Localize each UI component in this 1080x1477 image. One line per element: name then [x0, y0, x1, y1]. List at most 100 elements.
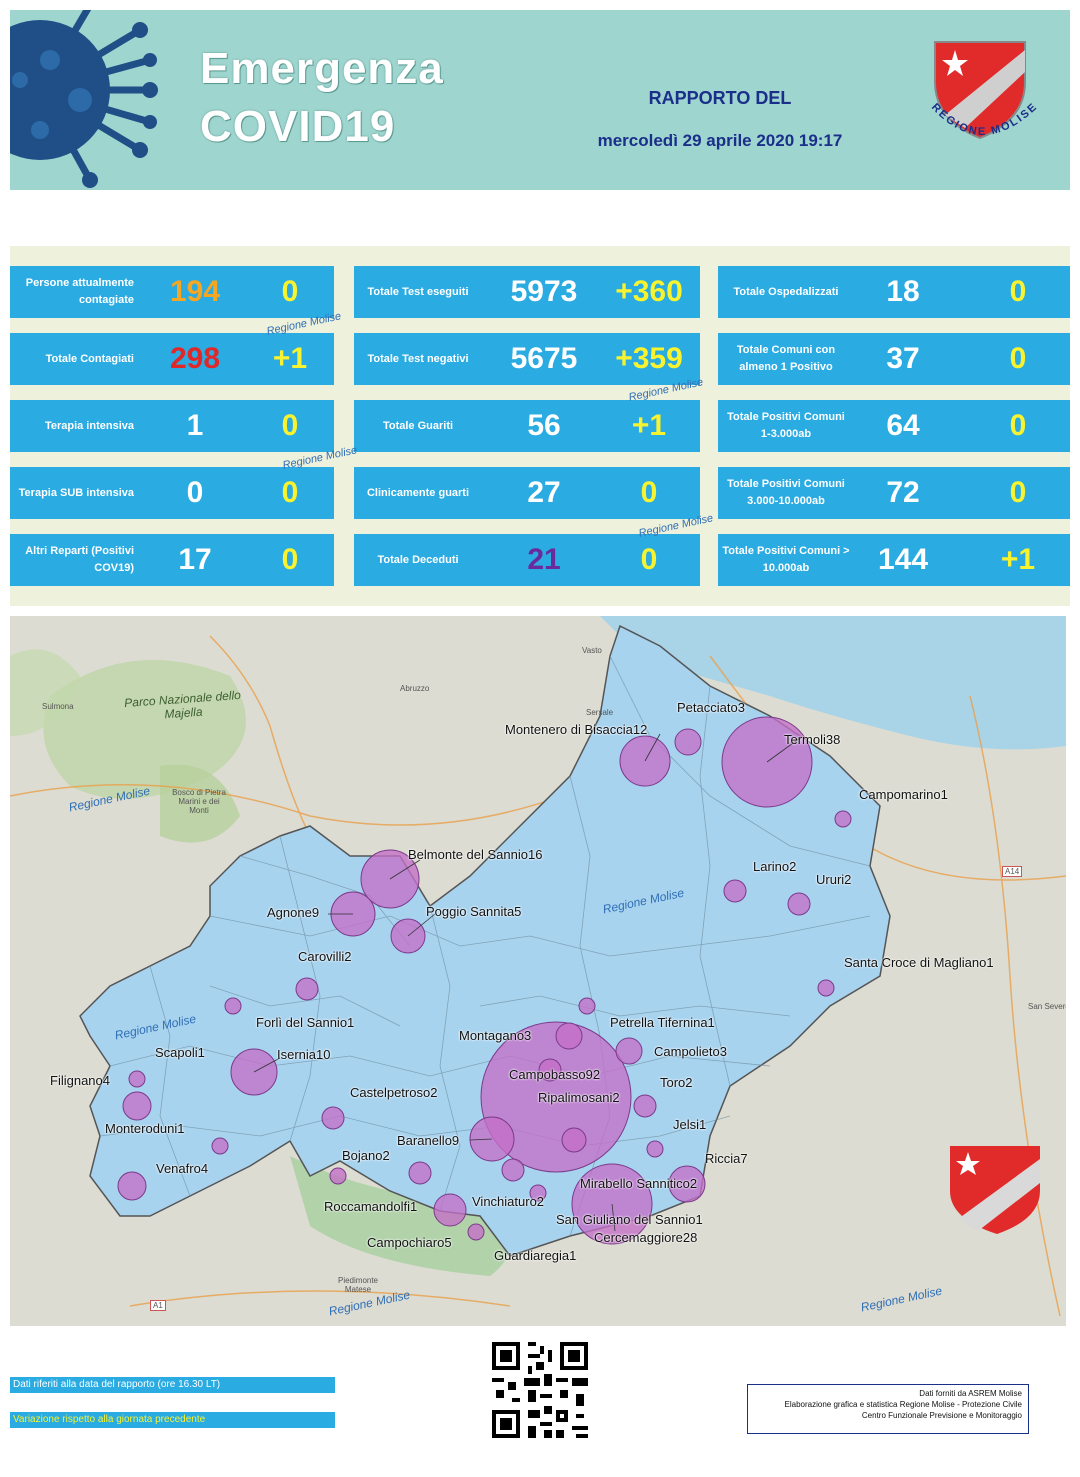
- card-ospedalizzati: Totale Ospedalizzati 18 0: [718, 266, 1070, 318]
- bubble-campomarino: [834, 810, 852, 828]
- card-terapia-sub: Terapia SUB intensiva 0 0: [10, 467, 334, 519]
- credits-box: Dati forniti da ASREM Molise Elaborazion…: [747, 1384, 1029, 1434]
- place-label: Petrella Tifernina1: [610, 1015, 715, 1030]
- bubble-ripalimosani: [561, 1127, 587, 1153]
- bubble-castelpetroso: [321, 1106, 345, 1130]
- card-label: Totale Ospedalizzati: [733, 285, 839, 298]
- bubble-petrella: [578, 997, 596, 1015]
- map-bg-label: Vasto: [582, 646, 602, 655]
- place-label: Campolieto3: [654, 1044, 727, 1059]
- bubble-forli: [224, 997, 242, 1015]
- molise-map: Parco Nazionale dello Majella Abruzzo Su…: [10, 616, 1066, 1326]
- card-label: Totale Contagiati: [45, 352, 134, 365]
- bubble-campochiaro: [433, 1193, 467, 1227]
- card-label: Totale Positivi Comuni > 10.000ab: [722, 545, 850, 574]
- card-delta: 0: [281, 409, 299, 442]
- place-label: Cercemaggiore28: [594, 1230, 698, 1245]
- place-label: Castelpetroso2: [350, 1085, 438, 1100]
- header-banner: Emergenza COVID19 RAPPORTO DEL mercoledì…: [10, 10, 1070, 190]
- place-label: Roccamandolfi1: [324, 1199, 418, 1214]
- card-label: Terapia intensiva: [44, 419, 134, 432]
- place-label: Baranello9: [397, 1133, 460, 1148]
- card-label: Totale Positivi Comuni 3.000-10.000ab: [727, 478, 845, 507]
- molise-shield-icon: [950, 1146, 1040, 1234]
- card-label: Totale Test eseguiti: [367, 285, 469, 298]
- card-delta: +1: [1000, 543, 1036, 576]
- qr-code-icon: [488, 1338, 592, 1442]
- card-guariti: Totale Guariti 56 +1: [354, 400, 700, 452]
- card-label: Altri Reparti (Positivi COV19): [25, 545, 134, 574]
- card-label: Totale Comuni con almeno 1 Positivo: [736, 344, 836, 373]
- place-label: Filignano4: [50, 1073, 110, 1088]
- card-value: 72: [886, 476, 920, 509]
- credits-line: Dati forniti da ASREM Molise: [919, 1389, 1022, 1398]
- bubble-monteroduni: [211, 1137, 229, 1155]
- card-delta: +360: [615, 275, 683, 308]
- card-value: 17: [178, 543, 212, 576]
- place-label: Campochiaro5: [367, 1235, 452, 1250]
- card-label: Terapia SUB intensiva: [18, 486, 134, 499]
- map-graphics: [10, 616, 1066, 1317]
- card-delta: 0: [281, 476, 299, 509]
- page-title: Emergenza COVID19: [200, 40, 444, 156]
- place-label: Scapoli1: [155, 1045, 205, 1060]
- place-label: Agnone9: [267, 905, 320, 920]
- place-label: Guardiaregia1: [494, 1248, 577, 1263]
- card-value: 21: [527, 543, 561, 576]
- bubble-montagano: [555, 1022, 583, 1050]
- bubble-toro: [633, 1094, 657, 1118]
- card-value: 18: [886, 275, 920, 308]
- card-label: Totale Guariti: [382, 419, 454, 432]
- card-delta: +1: [631, 409, 667, 442]
- credits-line: Centro Funzionale Previsione e Monitorag…: [861, 1411, 1022, 1420]
- map-bg-label: Sersale: [586, 708, 614, 717]
- map-bg-label: A14: [1002, 866, 1023, 877]
- card-value: 27: [527, 476, 561, 509]
- place-label: Carovilli2: [298, 949, 352, 964]
- bubble-riccia: [668, 1165, 706, 1203]
- card-test-eseguiti: Totale Test eseguiti 5973 +360: [354, 266, 700, 318]
- molise-region-shape: [79, 624, 891, 1257]
- place-label: Petacciato3: [677, 700, 745, 715]
- card-persone-contagiate: Persone attualmente contagiate 194 0: [10, 266, 334, 318]
- card-comuni-positivo: Totale Comuni con almeno 1 Positivo 37 0: [718, 333, 1070, 385]
- bubble-bojano: [408, 1161, 432, 1185]
- regione-molise-logo: REGIONE MOLISE: [929, 41, 1038, 140]
- card-delta: +1: [272, 342, 308, 375]
- place-label: Poggio Sannita5: [426, 904, 522, 919]
- card-delta: 0: [1009, 409, 1027, 442]
- note-variazione: Variazione rispetto alla giornata preced…: [10, 1412, 335, 1428]
- bubble-filignano: [122, 1091, 152, 1121]
- card-comuni-1-3000: Totale Positivi Comuni 1-3.000ab 64 0: [718, 400, 1070, 452]
- place-label: Belmonte del Sannio16: [408, 847, 543, 862]
- card-delta: 0: [640, 543, 658, 576]
- card-value: 298: [169, 342, 221, 375]
- card-deceduti: Totale Deceduti 21 0: [354, 534, 700, 586]
- card-delta: 0: [1009, 275, 1027, 308]
- bubble-venafro: [117, 1171, 147, 1201]
- place-label: Forlì del Sannio1: [256, 1015, 355, 1030]
- card-value: 64: [886, 409, 920, 442]
- card-label: Persone attualmente contagiate: [25, 277, 134, 306]
- card-delta: 0: [1009, 342, 1027, 375]
- bubble-campolieto: [615, 1037, 643, 1065]
- coronavirus-icon: [10, 10, 158, 188]
- card-altri-reparti: Altri Reparti (Positivi COV19) 17 0: [10, 534, 334, 586]
- bubble-guardiaregia: [467, 1223, 485, 1241]
- map-bg-label: Bosco di Pietra Marini e dei Monti: [172, 788, 226, 815]
- place-label: Campomarino1: [859, 787, 948, 802]
- title-line2: COVID19: [200, 102, 396, 151]
- note-data-riferiti: Dati riferiti alla data del rapporto (or…: [10, 1377, 335, 1393]
- place-label: Vinchiaturo2: [472, 1194, 545, 1209]
- map-bg-label: Sulmona: [42, 702, 74, 711]
- map-bg-label: Abruzzo: [400, 684, 430, 693]
- place-label: Toro2: [660, 1075, 693, 1090]
- place-label: Jelsi1: [673, 1117, 707, 1132]
- bubble-carovilli: [295, 977, 319, 1001]
- place-label: Ururi2: [816, 872, 852, 887]
- card-label: Clinicamente guarti: [366, 486, 470, 499]
- card-terapia-intensiva: Terapia intensiva 1 0: [10, 400, 334, 452]
- card-label: Totale Positivi Comuni 1-3.000ab: [727, 411, 845, 440]
- card-delta: 0: [281, 543, 299, 576]
- place-label: Termoli38: [784, 732, 841, 747]
